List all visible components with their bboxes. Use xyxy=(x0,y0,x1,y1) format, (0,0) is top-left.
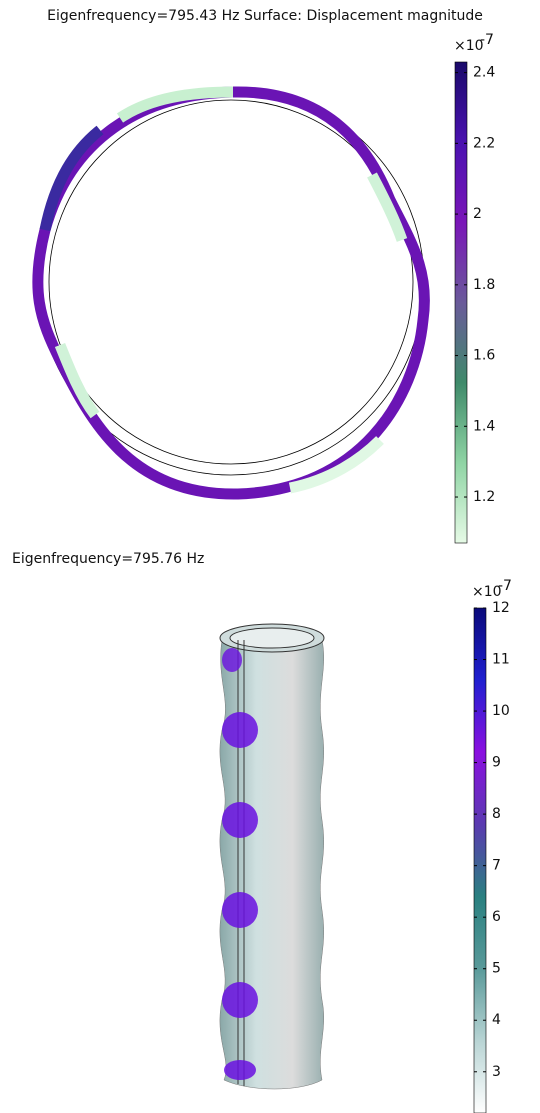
tick-label: 12 xyxy=(492,600,510,616)
plot-title: Eigenfrequency=795.43 Hz Surface: Displa… xyxy=(47,8,483,24)
tick-label: 2.4 xyxy=(473,65,495,81)
colorbar xyxy=(455,62,467,543)
tick-label: 9 xyxy=(492,755,501,771)
tick-label: 6 xyxy=(492,909,501,925)
cylinder-plot xyxy=(220,624,324,1089)
tick-label: 2 xyxy=(473,206,482,222)
scale-exponent: -7 xyxy=(480,32,494,48)
scale-exponent: -7 xyxy=(498,578,512,594)
tick-label: 10 xyxy=(492,703,510,719)
tick-label: 5 xyxy=(492,961,501,977)
tick-label: 3 xyxy=(492,1064,501,1080)
ring-plot xyxy=(38,89,425,494)
plot-title: Eigenfrequency=795.76 Hz xyxy=(12,551,204,567)
colorbar xyxy=(474,608,486,1113)
tick-label: 7 xyxy=(492,858,501,874)
tick-label: 4 xyxy=(492,1012,501,1028)
tick-label: 8 xyxy=(492,806,501,822)
tick-label: 1.6 xyxy=(473,348,495,364)
tick-label: 1.8 xyxy=(473,277,495,293)
tick-label: 1.2 xyxy=(473,489,495,505)
page: Eigenfrequency=795.43 Hz Surface: Displa… xyxy=(0,0,540,1113)
tick-label: 11 xyxy=(492,652,510,668)
tick-label: 1.4 xyxy=(473,418,495,434)
tick-label: 2.2 xyxy=(473,135,495,151)
